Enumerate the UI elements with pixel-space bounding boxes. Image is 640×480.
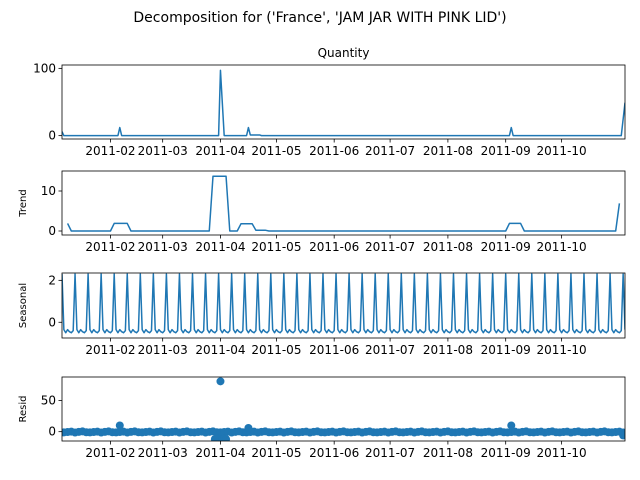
x-tick-label: 2011-03 [138, 343, 188, 357]
panel-title-observed: Quantity [318, 46, 370, 60]
series-resid [62, 377, 625, 441]
resid-point [507, 421, 516, 430]
resid-point [222, 435, 231, 441]
x-tick-label: 2011-02 [85, 343, 135, 357]
x-tick-label: 2011-05 [251, 240, 301, 254]
panel-trend: Trend 0 10 2011-02 2011-03 2011-04 2011-05 2011… [18, 170, 626, 254]
x-tick-label: 2011-03 [138, 144, 188, 158]
x-tick-label: 2011-09 [481, 240, 531, 254]
x-tick-label: 2011-08 [423, 144, 473, 158]
x-tick-label: 2011-03 [138, 240, 188, 254]
y-axis-label-seasonal: Seasonal [18, 283, 29, 328]
y-tick-label: 50 [41, 394, 56, 408]
x-tick-label: 2011-09 [481, 446, 531, 460]
x-tick-label: 2011-02 [85, 144, 135, 158]
figure-suptitle: Decomposition for ('France', 'JAM JAR WI… [133, 10, 506, 26]
series-line-trend [66, 175, 621, 232]
series-observed [62, 69, 625, 137]
resid-point [216, 377, 225, 386]
x-tick-label: 2011-10 [537, 240, 587, 254]
y-tick-label: 2 [48, 273, 56, 287]
resid-point [244, 423, 253, 432]
y-tick-label: 0 [48, 129, 56, 143]
x-tick-label: 2011-04 [195, 240, 245, 254]
resid-point [115, 421, 124, 430]
resid-point [619, 431, 625, 440]
x-tick-label: 2011-04 [195, 446, 245, 460]
x-tick-label: 2011-07 [365, 144, 415, 158]
panel-seasonal: Seasonal 0 2 2011-02 2011-03 2011-04 2011-05 20… [18, 272, 626, 357]
axes-frame-seasonal [61, 272, 626, 339]
x-tick-label: 2011-03 [138, 446, 188, 460]
x-tick-label: 2011-10 [537, 446, 587, 460]
axes-frame-observed [61, 64, 626, 140]
x-tick-label: 2011-04 [195, 343, 245, 357]
axes-frame-resid [61, 376, 626, 442]
x-tick-label: 2011-05 [251, 343, 301, 357]
series-seasonal [62, 273, 625, 334]
panel-resid: Resid 0 50 2011-02 2011-03 2011-04 2011-05 2011… [18, 376, 626, 460]
x-tick-label: 2011-08 [423, 446, 473, 460]
series-line-observed [62, 69, 625, 137]
y-tick-label: 0 [48, 315, 56, 329]
x-tick-label: 2011-08 [423, 343, 473, 357]
x-tick-label: 2011-10 [537, 343, 587, 357]
x-tick-label: 2011-02 [85, 240, 135, 254]
x-tick-label: 2011-07 [365, 343, 415, 357]
y-tick-label: 10 [41, 184, 56, 198]
series-line-seasonal [62, 273, 625, 334]
panel-observed: Quantity 0 100 2011-02 2011-03 2011-04 2011-05… [33, 46, 626, 158]
series-trend [66, 175, 621, 232]
x-tick-label: 2011-06 [309, 144, 359, 158]
x-tick-label: 2011-02 [85, 446, 135, 460]
y-tick-label: 0 [48, 425, 56, 439]
x-tick-label: 2011-05 [251, 446, 301, 460]
x-tick-label: 2011-07 [365, 446, 415, 460]
x-tick-label: 2011-05 [251, 144, 301, 158]
x-tick-label: 2011-06 [309, 343, 359, 357]
axes-frame-trend [61, 170, 626, 236]
x-tick-label: 2011-10 [537, 144, 587, 158]
x-tick-label: 2011-06 [309, 446, 359, 460]
y-tick-label: 0 [48, 224, 56, 238]
x-tick-label: 2011-09 [481, 343, 531, 357]
y-tick-label: 100 [33, 61, 56, 75]
x-tick-label: 2011-04 [195, 144, 245, 158]
y-axis-label-trend: Trend [18, 189, 29, 217]
x-tick-label: 2011-07 [365, 240, 415, 254]
x-tick-label: 2011-06 [309, 240, 359, 254]
x-tick-label: 2011-08 [423, 240, 473, 254]
x-tick-label: 2011-09 [481, 144, 531, 158]
y-axis-label-resid: Resid [18, 396, 29, 423]
